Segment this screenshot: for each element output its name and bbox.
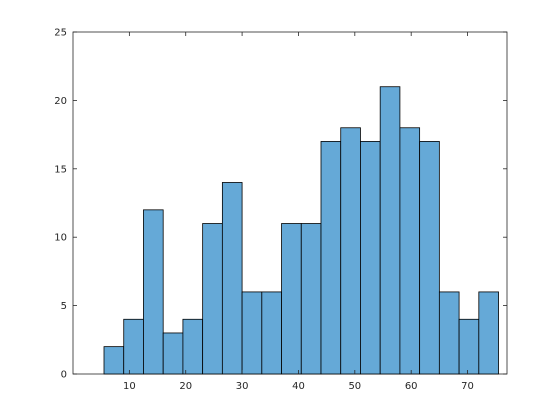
histogram-bar-2: [143, 209, 164, 375]
histogram-bar-7: [241, 291, 263, 375]
histogram-bar-15: [399, 127, 421, 375]
histogram-bar-12: [340, 127, 361, 375]
x-tick-label-50: 50: [348, 381, 361, 392]
histogram-bar-9: [281, 223, 302, 375]
y-tick-label-10: 10: [54, 233, 67, 244]
histogram-bar-14: [379, 86, 401, 375]
x-tick-label-40: 40: [292, 381, 305, 392]
x-tick-label-30: 30: [236, 381, 249, 392]
bars-group: [103, 86, 499, 375]
y-tick-label-20: 20: [54, 96, 67, 107]
y-tick-label-5: 5: [61, 301, 67, 312]
x-tick-label-60: 60: [405, 381, 418, 392]
y-tick-label-0: 0: [61, 370, 67, 381]
x-tick-label-10: 10: [123, 381, 136, 392]
histogram-bar-18: [458, 318, 480, 375]
histogram-bar-16: [419, 141, 440, 375]
x-tick-label-70: 70: [461, 381, 474, 392]
ticks-group: 10 20 30 40 50 60 70 0 5 10 15 20 25: [54, 28, 507, 392]
x-tick-label-20: 20: [179, 381, 192, 392]
histogram-bar-17: [438, 291, 460, 375]
histogram-bar-10: [300, 223, 322, 375]
histogram-bar-0: [103, 346, 125, 375]
histogram-bar-6: [221, 182, 243, 375]
histogram-bar-19: [478, 291, 499, 375]
histogram-bar-1: [123, 318, 144, 375]
y-tick-label-15: 15: [54, 164, 67, 175]
y-tick-label-25: 25: [54, 28, 67, 39]
histogram-bar-4: [182, 318, 204, 375]
histogram-bar-3: [162, 332, 184, 375]
histogram-bar-13: [360, 141, 381, 375]
histogram-bar-8: [261, 291, 282, 375]
histogram-bar-5: [202, 223, 223, 375]
histogram-bar-11: [320, 141, 342, 375]
